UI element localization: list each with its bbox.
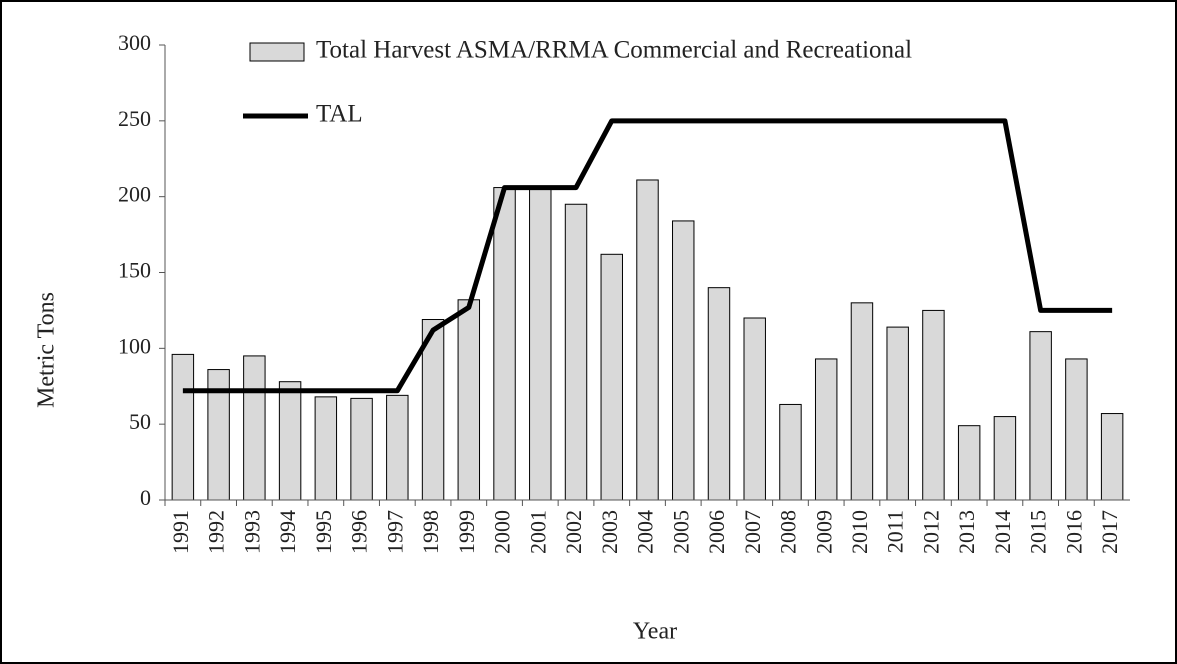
bar xyxy=(600,253,623,501)
y-tick-label: 150 xyxy=(118,258,151,283)
bar xyxy=(743,317,766,501)
x-tick-label: 1997 xyxy=(382,510,407,554)
bar xyxy=(672,220,695,501)
x-tick-label: 2017 xyxy=(1097,510,1122,554)
y-tick-label: 200 xyxy=(118,182,151,207)
x-tick-label: 2000 xyxy=(490,510,515,554)
bar xyxy=(171,353,195,501)
x-tick-label: 2011 xyxy=(883,510,908,553)
bar xyxy=(1065,358,1088,501)
bar xyxy=(278,381,302,501)
bar xyxy=(814,358,838,501)
y-tick-label: 50 xyxy=(129,409,151,434)
y-axis-label: Metric Tons xyxy=(34,292,60,408)
x-tick-label: 1992 xyxy=(204,510,229,554)
x-tick-label: 2012 xyxy=(918,510,943,554)
bar xyxy=(779,403,802,501)
line xyxy=(182,118,1113,394)
x-tick-label: 1995 xyxy=(311,510,336,554)
bar xyxy=(1029,331,1052,501)
bar xyxy=(243,355,266,501)
bar xyxy=(386,394,409,501)
y-tick-label: 300 xyxy=(118,30,151,55)
x-tick-label: 2004 xyxy=(633,510,658,554)
y-tick-label: 100 xyxy=(118,333,151,358)
x-tick-label: 2014 xyxy=(990,510,1015,554)
x-tick-label: 1998 xyxy=(418,510,443,554)
x-tick-label: 2008 xyxy=(776,510,801,554)
x-tick-label: 1999 xyxy=(454,510,479,554)
x-tick-label: 2006 xyxy=(704,510,729,554)
x-tick-label: 1996 xyxy=(347,510,372,554)
bar xyxy=(886,326,909,501)
x-tick-label: 2010 xyxy=(847,510,872,554)
bar xyxy=(493,187,516,501)
bar xyxy=(564,203,588,501)
x-tick-label: 1993 xyxy=(239,510,264,554)
legend-swatch xyxy=(249,42,305,62)
bar xyxy=(993,416,1017,501)
x-tick-label: 2007 xyxy=(740,510,765,554)
legend-label: TAL xyxy=(316,101,363,128)
bar xyxy=(850,302,874,501)
bar xyxy=(314,396,338,501)
bar xyxy=(957,425,981,501)
bar xyxy=(707,287,731,501)
x-tick-label: 2005 xyxy=(668,510,693,554)
x-tick-label: 2002 xyxy=(561,510,586,554)
bar xyxy=(636,179,659,501)
x-tick-label: 2009 xyxy=(811,510,836,554)
x-tick-label: 2015 xyxy=(1026,510,1051,554)
x-tick-label: 2001 xyxy=(525,510,550,554)
x-tick-label: 1994 xyxy=(275,510,300,554)
x-tick-label: 2013 xyxy=(954,510,979,554)
y-tick-label: 0 xyxy=(140,485,151,510)
bar xyxy=(922,309,945,501)
x-tick-label: 2016 xyxy=(1061,510,1086,554)
bar xyxy=(457,299,481,501)
bar xyxy=(1100,413,1124,501)
y-tick-label: 250 xyxy=(118,106,151,131)
bar xyxy=(529,187,552,501)
legend-label: Total Harvest ASMA/RRMA Commercial and R… xyxy=(316,37,912,64)
bar xyxy=(350,397,373,501)
x-axis-label: Year xyxy=(633,619,677,645)
x-tick-label: 2003 xyxy=(597,510,622,554)
x-tick-label: 1991 xyxy=(168,510,193,554)
